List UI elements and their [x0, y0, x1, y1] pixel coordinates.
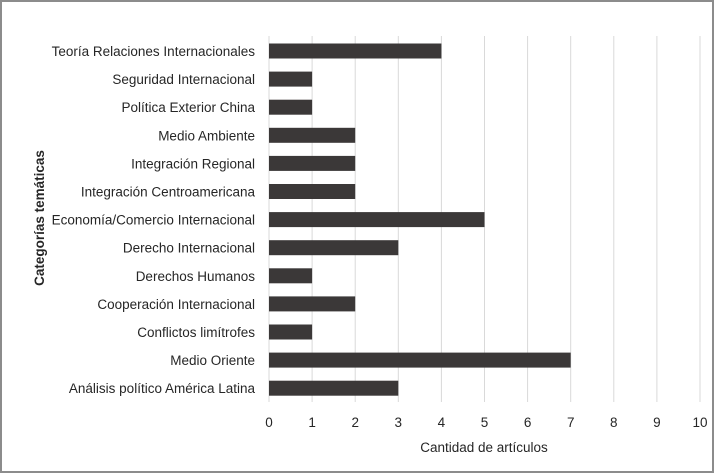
category-label-7: Economía/Comercio Internacional: [52, 213, 255, 228]
bar-9: [269, 268, 313, 284]
category-label-6: Integración Centroamericana: [81, 185, 256, 200]
category-label-4: Medio Ambiente: [158, 128, 255, 143]
category-label-11: Conflictos limítrofes: [137, 325, 255, 340]
x-tick-labels: 0 1 2 3 4 5 6 7 8 9 10: [265, 415, 707, 430]
x-tick-label-0: 0: [265, 415, 273, 430]
category-label-12: Medio Oriente: [170, 353, 255, 368]
category-label-5: Integración Regional: [131, 156, 255, 171]
bar-3: [269, 99, 313, 115]
bar-2: [269, 71, 313, 87]
bar-7: [269, 212, 485, 228]
bars: [269, 43, 571, 396]
x-tick-label-10: 10: [692, 415, 707, 430]
x-tick-label-3: 3: [395, 415, 403, 430]
bar-5: [269, 155, 356, 171]
bar-10: [269, 296, 356, 312]
bar-4: [269, 127, 356, 143]
x-axis-title: Cantidad de artículos: [420, 440, 548, 455]
bar-12: [269, 352, 571, 368]
x-tick-label-6: 6: [524, 415, 532, 430]
x-tick-label-5: 5: [481, 415, 489, 430]
category-label-2: Seguridad Internacional: [112, 72, 255, 87]
bar-6: [269, 184, 356, 199]
category-label-8: Derecho Internacional: [123, 241, 255, 256]
x-tick-label-7: 7: [567, 415, 575, 430]
x-tick-label-4: 4: [438, 415, 446, 430]
category-labels: Teoría Relaciones Internacionales Segurid…: [52, 44, 256, 396]
category-label-9: Derechos Humanos: [136, 269, 256, 284]
y-axis-title: Categorías temáticas: [32, 150, 47, 286]
category-label-13: Análisis político América Latina: [69, 381, 256, 396]
x-tick-label-9: 9: [653, 415, 661, 430]
category-label-1: Teoría Relaciones Internacionales: [52, 44, 256, 59]
x-tick-label-8: 8: [610, 415, 618, 430]
x-tick-label-1: 1: [308, 415, 316, 430]
bar-8: [269, 240, 399, 256]
bar-13: [269, 380, 399, 396]
bar-11: [269, 324, 313, 340]
bar-1: [269, 43, 442, 59]
category-label-10: Cooperación Internacional: [97, 297, 255, 312]
x-tick-label-2: 2: [351, 415, 359, 430]
category-label-3: Política Exterior China: [121, 100, 255, 115]
